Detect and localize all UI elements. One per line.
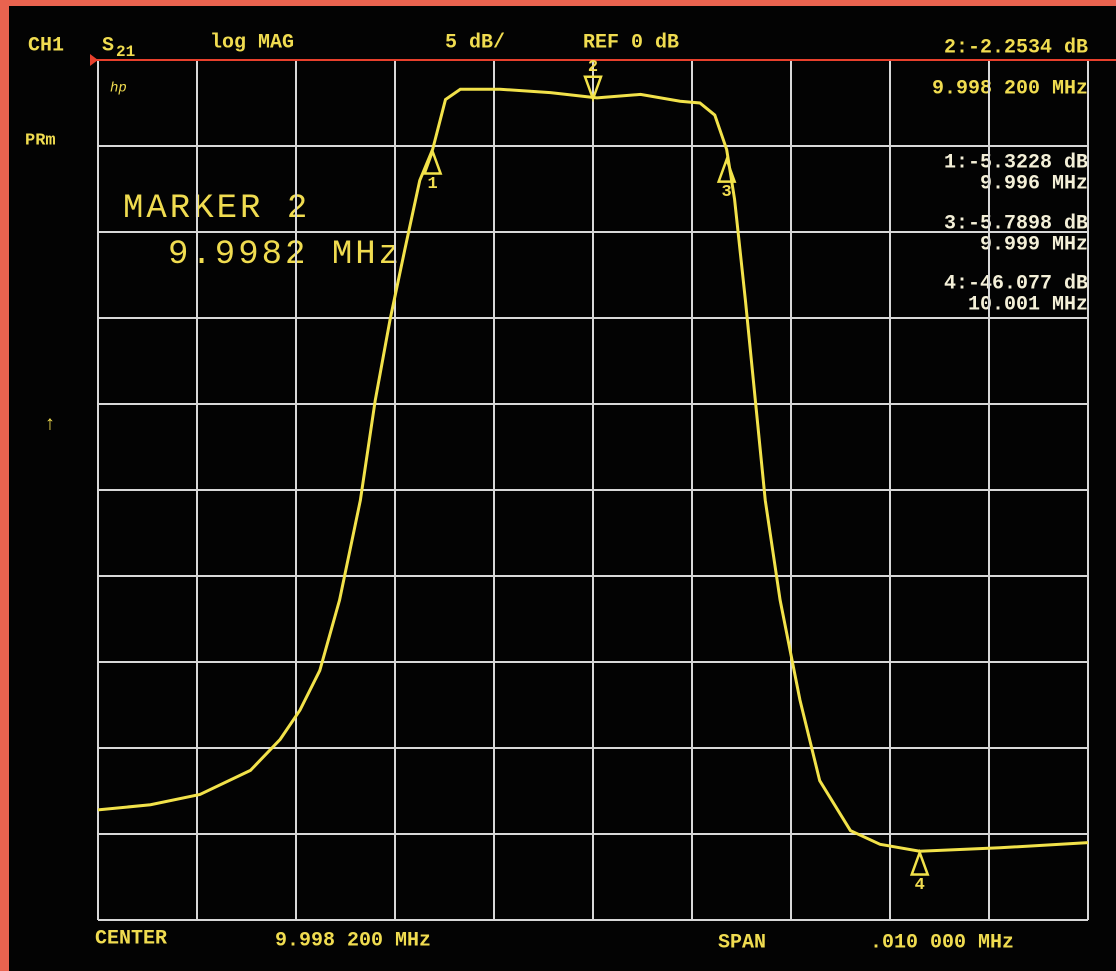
- readout-value: 1:-5.3228 dB: [944, 151, 1088, 174]
- param-sub: 21: [116, 43, 135, 61]
- readout-value: 4:-46.077 dB: [944, 272, 1088, 295]
- status: PRm: [25, 131, 56, 150]
- scale: 5 dB/: [445, 31, 505, 54]
- marker-number: 3: [722, 183, 732, 202]
- reference: REF 0 dB: [583, 31, 679, 54]
- analyzer-screen: CH1 S 21 log MAG 5 dB/ REF 0 dB 2:-2.253…: [0, 0, 1116, 971]
- logo: hp: [110, 81, 127, 97]
- active-marker-value: 2:-2.2534 dB: [944, 36, 1088, 59]
- readout-freq: 10.001 MHz: [968, 293, 1088, 316]
- active-marker-freq: 9.998 200 MHz: [932, 77, 1088, 100]
- readout-freq: 9.996 MHz: [980, 172, 1088, 195]
- arrow: ↑: [44, 413, 56, 436]
- readout-freq: 9.999 MHz: [980, 233, 1088, 256]
- center-value: 9.998 200 MHz: [275, 929, 431, 952]
- marker-number: 2: [588, 58, 598, 77]
- param: S: [102, 34, 114, 57]
- marker-title: MARKER 2: [123, 190, 310, 228]
- center-label: CENTER: [95, 927, 167, 950]
- marker-number: 1: [428, 175, 438, 194]
- format: log MAG: [210, 31, 294, 54]
- channel: CH1: [28, 34, 64, 57]
- span-label: SPAN: [718, 931, 766, 954]
- span-value: .010 000 MHz: [870, 931, 1014, 954]
- marker-freq: 9.9982 MHz: [168, 236, 402, 274]
- marker-number: 4: [915, 876, 925, 895]
